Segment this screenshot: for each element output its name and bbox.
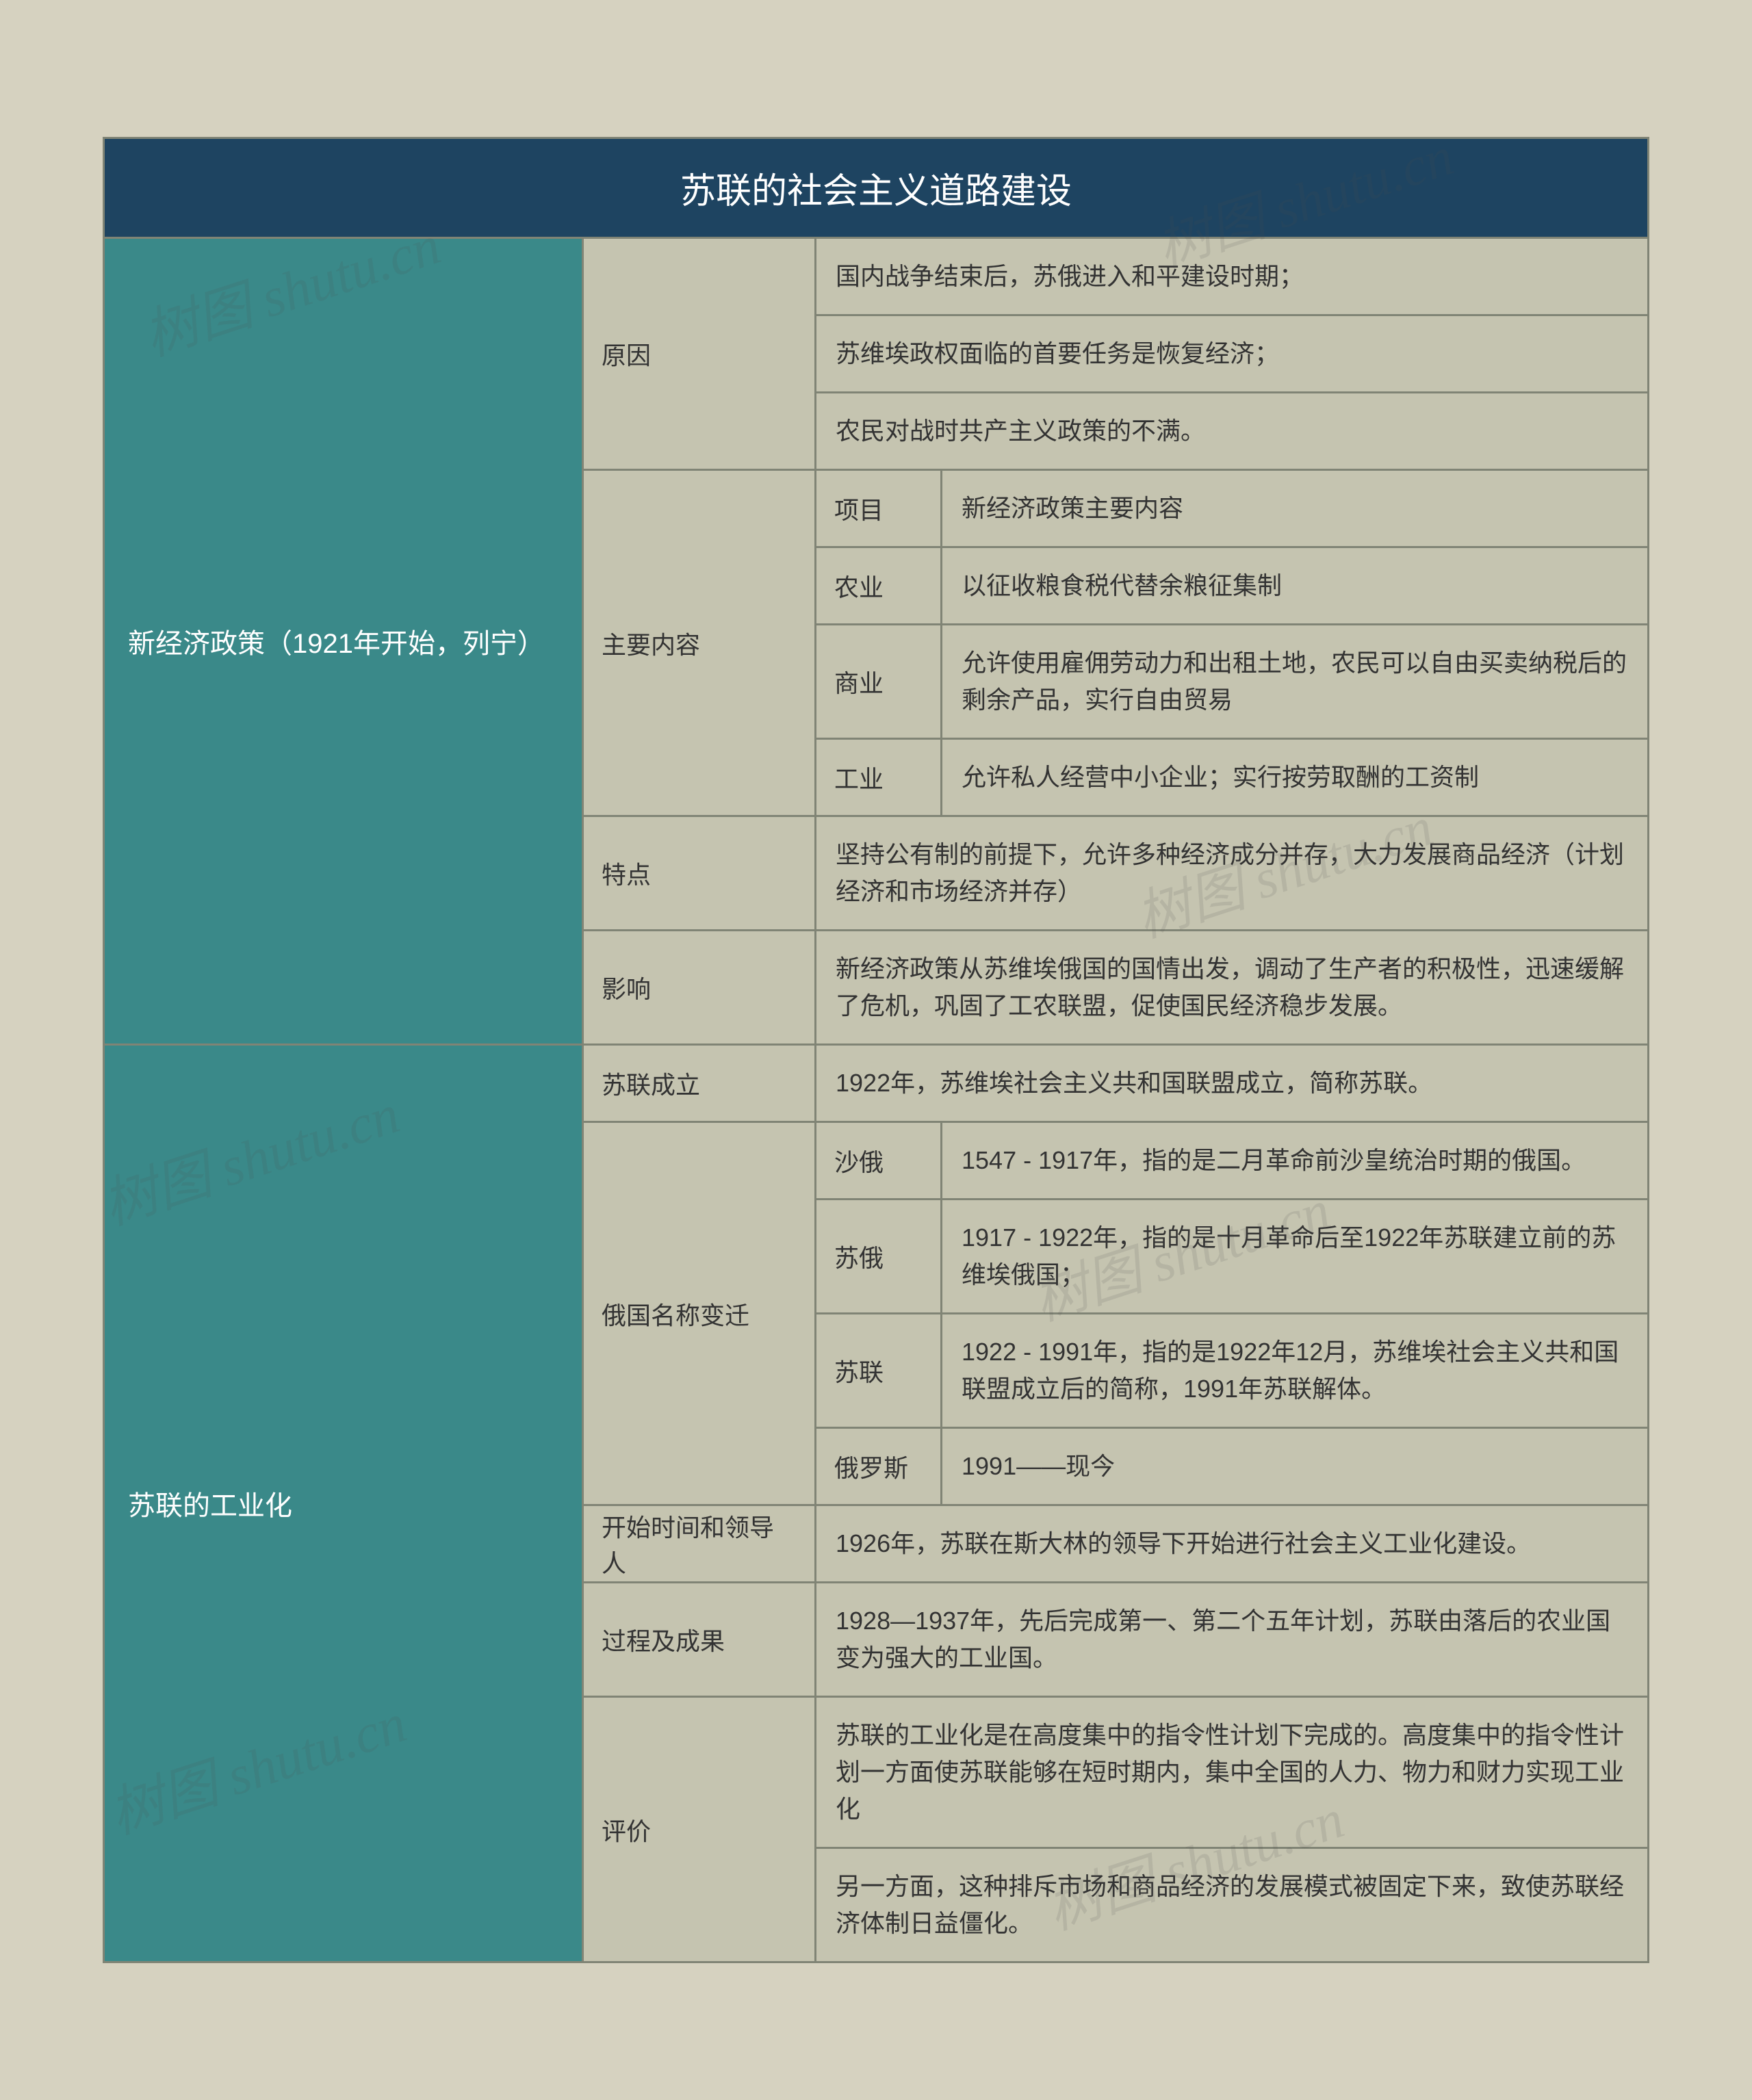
subsection-label: 开始时间和领导人 <box>584 1506 816 1581</box>
leaf-cell: 1922年，苏维埃社会主义共和国联盟成立，简称苏联。 <box>816 1046 1647 1121</box>
subsection-body: 1928—1937年，先后完成第一、第二个五年计划，苏联由落后的农业国变为强大的… <box>816 1583 1647 1696</box>
tree-table-diagram: 苏联的社会主义道路建设 新经济政策（1921年开始，列宁） 原因 国内战争结束后… <box>103 137 1649 1963</box>
leaf-cell: 苏维埃政权面临的首要任务是恢复经济； <box>816 314 1647 391</box>
pair-value: 新经济政策主要内容 <box>942 471 1647 546</box>
pair-value: 1917 - 1922年，指的是十月革命后至1922年苏联建立前的苏维埃俄国； <box>942 1200 1647 1312</box>
subsection-body: 苏联的工业化是在高度集中的指令性计划下完成的。高度集中的指令性计划一方面使苏联能… <box>816 1698 1647 1961</box>
subsection-label: 苏联成立 <box>584 1046 816 1121</box>
pair-key: 工业 <box>816 740 942 815</box>
pair-value: 1547 - 1917年，指的是二月革命前沙皇统治时期的俄国。 <box>942 1123 1647 1198</box>
subsection-label: 特点 <box>584 817 816 929</box>
subsection-label: 影响 <box>584 931 816 1043</box>
leaf-cell: 另一方面，这种排斥市场和商品经济的发展模式被固定下来，致使苏联经济体制日益僵化。 <box>816 1847 1647 1961</box>
section-label: 苏联的工业化 <box>105 1046 584 1961</box>
pair-row: 工业 允许私人经营中小企业；实行按劳取酬的工资制 <box>816 738 1647 815</box>
subsection-label: 评价 <box>584 1698 816 1961</box>
leaf-cell: 苏联的工业化是在高度集中的指令性计划下完成的。高度集中的指令性计划一方面使苏联能… <box>816 1698 1647 1847</box>
section-row: 新经济政策（1921年开始，列宁） 原因 国内战争结束后，苏俄进入和平建设时期；… <box>105 239 1647 1043</box>
section-body: 原因 国内战争结束后，苏俄进入和平建设时期； 苏维埃政权面临的首要任务是恢复经济… <box>584 239 1647 1043</box>
pair-row: 商业 允许使用雇佣劳动力和出租土地，农民可以自由买卖纳税后的剩余产品，实行自由贸… <box>816 623 1647 738</box>
subsection-row: 评价 苏联的工业化是在高度集中的指令性计划下完成的。高度集中的指令性计划一方面使… <box>584 1696 1647 1961</box>
section-body: 苏联成立 1922年，苏维埃社会主义共和国联盟成立，简称苏联。 俄国名称变迁 沙… <box>584 1046 1647 1961</box>
subsection-body: 坚持公有制的前提下，允许多种经济成分并存，大力发展商品经济（计划经济和市场经济并… <box>816 817 1647 929</box>
pair-value: 以征收粮食税代替余粮征集制 <box>942 548 1647 623</box>
pair-key: 商业 <box>816 625 942 738</box>
leaf-cell: 新经济政策从苏维埃俄国的国情出发，调动了生产者的积极性，迅速缓解了危机，巩固了工… <box>816 931 1647 1043</box>
diagram-title: 苏联的社会主义道路建设 <box>105 139 1647 239</box>
leaf-cell: 国内战争结束后，苏俄进入和平建设时期； <box>816 239 1647 314</box>
pair-value: 1991——现今 <box>942 1429 1647 1504</box>
subsection-body: 新经济政策从苏维埃俄国的国情出发，调动了生产者的积极性，迅速缓解了危机，巩固了工… <box>816 931 1647 1043</box>
subsection-label: 原因 <box>584 239 816 469</box>
subsection-body: 沙俄 1547 - 1917年，指的是二月革命前沙皇统治时期的俄国。 苏俄 19… <box>816 1123 1647 1504</box>
subsection-body: 项目 新经济政策主要内容 农业 以征收粮食税代替余粮征集制 商业 允许使用雇佣劳… <box>816 471 1647 815</box>
pair-key: 苏俄 <box>816 1200 942 1312</box>
pair-value: 允许私人经营中小企业；实行按劳取酬的工资制 <box>942 740 1647 815</box>
pair-key: 苏联 <box>816 1314 942 1427</box>
subsection-body: 1922年，苏维埃社会主义共和国联盟成立，简称苏联。 <box>816 1046 1647 1121</box>
pair-row: 苏联 1922 - 1991年，指的是1922年12月，苏维埃社会主义共和国联盟… <box>816 1312 1647 1427</box>
pair-key: 沙俄 <box>816 1123 942 1198</box>
leaf-cell: 1926年，苏联在斯大林的领导下开始进行社会主义工业化建设。 <box>816 1506 1647 1581</box>
subsection-row: 主要内容 项目 新经济政策主要内容 农业 以征收粮食税代替余粮征集制 商业 允许… <box>584 469 1647 815</box>
leaf-cell: 农民对战时共产主义政策的不满。 <box>816 391 1647 469</box>
subsection-label: 俄国名称变迁 <box>584 1123 816 1504</box>
subsection-row: 影响 新经济政策从苏维埃俄国的国情出发，调动了生产者的积极性，迅速缓解了危机，巩… <box>584 929 1647 1043</box>
subsection-row: 苏联成立 1922年，苏维埃社会主义共和国联盟成立，简称苏联。 <box>584 1046 1647 1121</box>
subsection-body: 国内战争结束后，苏俄进入和平建设时期； 苏维埃政权面临的首要任务是恢复经济； 农… <box>816 239 1647 469</box>
leaf-cell: 坚持公有制的前提下，允许多种经济成分并存，大力发展商品经济（计划经济和市场经济并… <box>816 817 1647 929</box>
pair-row: 农业 以征收粮食税代替余粮征集制 <box>816 546 1647 623</box>
leaf-cell: 1928—1937年，先后完成第一、第二个五年计划，苏联由落后的农业国变为强大的… <box>816 1583 1647 1696</box>
subsection-label: 过程及成果 <box>584 1583 816 1696</box>
pair-row: 项目 新经济政策主要内容 <box>816 471 1647 546</box>
pair-value: 1922 - 1991年，指的是1922年12月，苏维埃社会主义共和国联盟成立后… <box>942 1314 1647 1427</box>
section-label: 新经济政策（1921年开始，列宁） <box>105 239 584 1043</box>
subsection-row: 过程及成果 1928—1937年，先后完成第一、第二个五年计划，苏联由落后的农业… <box>584 1581 1647 1696</box>
pair-row: 俄罗斯 1991——现今 <box>816 1427 1647 1504</box>
pair-row: 沙俄 1547 - 1917年，指的是二月革命前沙皇统治时期的俄国。 <box>816 1123 1647 1198</box>
pair-key: 俄罗斯 <box>816 1429 942 1504</box>
subsection-row: 原因 国内战争结束后，苏俄进入和平建设时期； 苏维埃政权面临的首要任务是恢复经济… <box>584 239 1647 469</box>
pair-key: 项目 <box>816 471 942 546</box>
subsection-label: 主要内容 <box>584 471 816 815</box>
subsection-row: 开始时间和领导人 1926年，苏联在斯大林的领导下开始进行社会主义工业化建设。 <box>584 1504 1647 1581</box>
subsection-body: 1926年，苏联在斯大林的领导下开始进行社会主义工业化建设。 <box>816 1506 1647 1581</box>
pair-key: 农业 <box>816 548 942 623</box>
pair-value: 允许使用雇佣劳动力和出租土地，农民可以自由买卖纳税后的剩余产品，实行自由贸易 <box>942 625 1647 738</box>
subsection-row: 特点 坚持公有制的前提下，允许多种经济成分并存，大力发展商品经济（计划经济和市场… <box>584 815 1647 929</box>
section-row: 苏联的工业化 苏联成立 1922年，苏维埃社会主义共和国联盟成立，简称苏联。 俄… <box>105 1043 1647 1961</box>
pair-row: 苏俄 1917 - 1922年，指的是十月革命后至1922年苏联建立前的苏维埃俄… <box>816 1198 1647 1312</box>
subsection-row: 俄国名称变迁 沙俄 1547 - 1917年，指的是二月革命前沙皇统治时期的俄国… <box>584 1121 1647 1504</box>
